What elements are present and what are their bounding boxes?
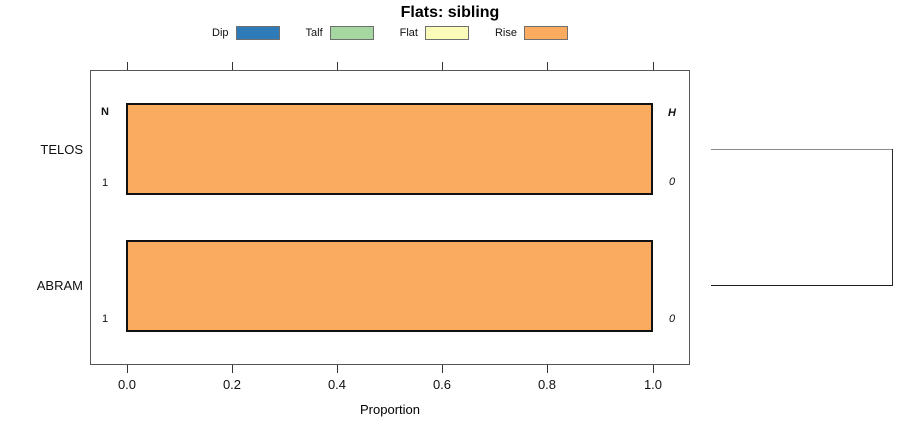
legend-item-rise: Rise (495, 26, 568, 40)
xtick-label-0: 0.0 (117, 377, 137, 392)
top-tick-1 (232, 62, 233, 70)
legend-label-flat: Flat (399, 27, 418, 39)
tree-branch-telos (711, 149, 893, 150)
ytick-label-abram: ABRAM (36, 278, 83, 293)
col-header-n: N (101, 106, 109, 118)
xtick-label-4: 0.8 (537, 377, 557, 392)
legend-label-dip: Dip (212, 27, 229, 39)
bar-abram-rise (126, 240, 653, 332)
xtick-label-1: 0.2 (222, 377, 242, 392)
legend-label-rise: Rise (494, 27, 517, 39)
legend-item-talf: Talf (306, 26, 374, 40)
telos-h-value: 0 (668, 176, 676, 188)
top-tick-2 (337, 62, 338, 70)
top-tick-5 (653, 62, 654, 70)
telos-n-value: 1 (101, 177, 109, 189)
bottom-tick-2 (337, 365, 338, 373)
bar-telos-rise (126, 103, 653, 195)
bottom-tick-3 (442, 365, 443, 373)
plot-area (90, 62, 690, 373)
xtick-label-5: 1.0 (643, 377, 663, 392)
col-header-h: H (668, 107, 676, 119)
abram-n-value: 1 (101, 313, 109, 325)
xtick-label-3: 0.6 (432, 377, 452, 392)
legend-swatch-flat (424, 26, 469, 40)
top-tick-0 (127, 62, 128, 70)
legend-item-dip: Dip (212, 26, 280, 40)
x-axis-title: Proportion (360, 402, 420, 417)
tree-root-segment (892, 149, 893, 286)
top-tick-4 (547, 62, 548, 70)
bottom-tick-1 (232, 365, 233, 373)
tree-branch-abram (711, 285, 893, 286)
legend: Dip Talf Flat Rise (90, 25, 690, 41)
legend-swatch-dip (235, 26, 280, 40)
bottom-tick-5 (653, 365, 654, 373)
bottom-tick-4 (547, 365, 548, 373)
bottom-tick-0 (127, 365, 128, 373)
ytick-label-telos: TELOS (40, 142, 83, 157)
legend-label-talf: Talf (305, 27, 323, 39)
legend-item-flat: Flat (400, 26, 469, 40)
legend-swatch-rise (524, 26, 568, 40)
top-tick-3 (442, 62, 443, 70)
xtick-label-2: 0.4 (327, 377, 347, 392)
chart-title: Flats: sibling (400, 4, 500, 21)
abram-h-value: 0 (668, 313, 676, 325)
legend-swatch-talf (329, 26, 374, 40)
